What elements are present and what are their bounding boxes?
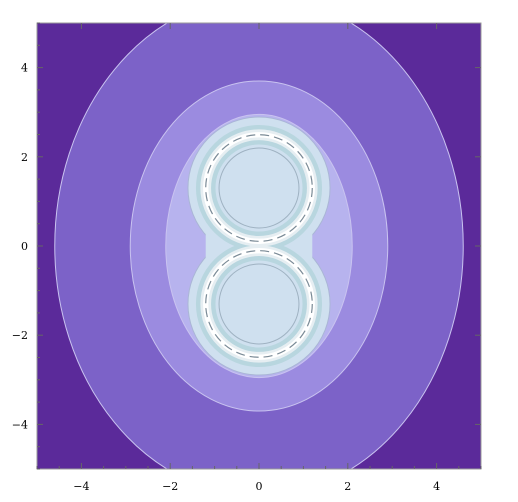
y-tick-label: 0 <box>21 240 28 253</box>
x-tick-label: 2 <box>344 480 351 493</box>
y-tick-label: 4 <box>21 62 28 75</box>
contour-lobe-inner-2 <box>218 263 300 345</box>
curve-centerline-2 <box>205 250 313 358</box>
y-tick-label: −2 <box>12 329 28 342</box>
contour-lobe-inner-1 <box>218 147 300 229</box>
x-tick-label: 0 <box>256 480 263 493</box>
y-tick-label: −4 <box>12 418 28 431</box>
curve-centerline-1 <box>205 134 313 242</box>
y-axis: −4 −2 0 2 4 <box>12 22 481 470</box>
x-tick-label: −2 <box>162 480 178 493</box>
y-tick-label: 2 <box>21 151 28 164</box>
x-axis: −4 −2 0 2 4 <box>36 23 482 493</box>
x-tick-label: 4 <box>433 480 440 493</box>
contour-layer <box>54 23 464 469</box>
x-tick-label: −4 <box>73 480 89 493</box>
